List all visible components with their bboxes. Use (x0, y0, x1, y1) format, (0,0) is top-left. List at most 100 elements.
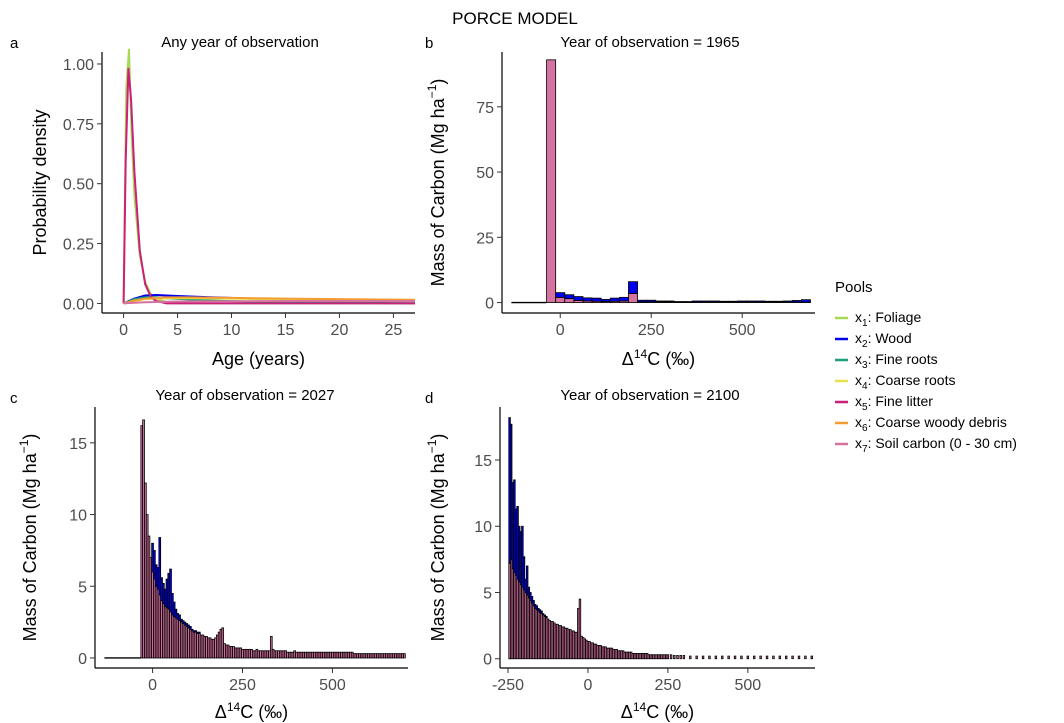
y-tick-label: 15 (474, 453, 492, 470)
bar (532, 600, 535, 607)
x-tick-label: 5 (173, 322, 182, 339)
legend-label: x7: Soil carbon (0 - 30 cm) (855, 435, 1017, 455)
bar (764, 300, 775, 303)
y-tick-label: 10 (69, 508, 87, 525)
panel-letter: a (10, 35, 19, 52)
x-axis-label: Age (years) (212, 349, 305, 369)
y-tick-label: 15 (69, 436, 87, 453)
x-tick-label: 0 (119, 322, 128, 339)
bar (637, 299, 648, 303)
legend-item: x5: Fine litter (835, 393, 933, 413)
panel-title: Year of observation = 1965 (560, 34, 739, 51)
bar (753, 655, 756, 660)
x-tick-label: 250 (638, 322, 665, 339)
bar (669, 654, 673, 660)
bar (269, 636, 273, 659)
bar (564, 298, 575, 303)
legend-label: x3: Fine roots (855, 351, 938, 371)
bar (778, 655, 782, 660)
y-tick-label: 1.00 (63, 57, 94, 74)
bar (600, 299, 611, 302)
legend-item: x7: Soil carbon (0 - 30 cm) (835, 435, 1017, 455)
y-axis-label: Probability density (30, 109, 50, 255)
x-tick-label: 0 (556, 322, 565, 339)
bar (555, 292, 566, 298)
series-line (123, 296, 416, 305)
plot-area (511, 59, 811, 304)
bar (676, 655, 679, 660)
bar (194, 630, 198, 633)
bar (785, 655, 788, 660)
bar (791, 655, 794, 660)
bar (628, 281, 638, 294)
bar (655, 300, 666, 303)
plot-area (104, 419, 406, 659)
x-tick-label: 20 (331, 322, 349, 339)
x-tick-label: 15 (277, 322, 295, 339)
bar (540, 610, 543, 615)
bar (646, 299, 657, 303)
legend-item: x6: Coarse woody debris (835, 414, 1007, 434)
bar (695, 655, 698, 660)
y-axis-label: Mass of Carbon (Mg ha−1) (17, 434, 40, 642)
figure-title: PORCE MODEL (452, 9, 578, 28)
bar (169, 568, 172, 613)
plot-area (508, 417, 814, 660)
bar (682, 301, 693, 303)
x-tick-label: 500 (734, 677, 761, 694)
x-axis-label: Δ14C (‰) (215, 700, 288, 722)
legend-item: x1: Foliage (835, 309, 921, 329)
y-tick-label: 0.75 (63, 117, 94, 134)
bar (664, 300, 675, 303)
panel-letter: d (425, 390, 433, 407)
bar (740, 655, 743, 660)
legend-label: x2: Wood (855, 330, 912, 350)
x-axis-label: Δ14C (‰) (621, 700, 694, 722)
bar (530, 596, 534, 604)
y-tick-label: 50 (476, 165, 494, 182)
bar (800, 299, 811, 303)
y-tick-label: 5 (78, 579, 87, 596)
bar (701, 655, 705, 660)
bar (737, 300, 748, 303)
bar (546, 59, 557, 303)
bar (158, 537, 162, 596)
legend-label: x6: Coarse woody debris (855, 414, 1007, 434)
bar (700, 300, 711, 303)
bar (591, 297, 602, 302)
bar (773, 300, 784, 303)
bar (679, 655, 682, 660)
bar (525, 565, 529, 596)
panel-d: d Year of observation = 2100-250 0 250 50005… (425, 387, 815, 722)
panel-a: a Any year of observation 0 5 10 15 20 25 0.00 0.… (10, 34, 416, 369)
legend-title: Pools (835, 279, 873, 296)
x-axis-label: Δ14C (‰) (622, 347, 695, 369)
bar (545, 615, 548, 619)
bar (728, 300, 739, 303)
plot-area (122, 48, 416, 305)
bar (522, 556, 526, 591)
y-tick-label: 75 (476, 100, 494, 117)
x-tick-label: -250 (492, 677, 524, 694)
series-line (123, 300, 415, 305)
bar (190, 628, 194, 632)
bar (189, 626, 192, 630)
y-axis-label: Mass of Carbon (Mg ha−1) (425, 434, 448, 642)
bar (733, 655, 737, 660)
panel-title: Any year of observation (161, 34, 319, 51)
y-tick-label: 0.00 (63, 296, 94, 313)
y-tick-label: 0.50 (63, 177, 94, 194)
bar (573, 296, 584, 301)
bar (810, 655, 814, 660)
x-tick-label: 250 (655, 677, 682, 694)
x-tick-label: 500 (319, 677, 346, 694)
legend-label: x5: Fine litter (855, 393, 933, 413)
bar (727, 655, 730, 660)
bar (535, 605, 538, 611)
bar (403, 653, 406, 659)
panel-letter: c (10, 390, 18, 407)
y-tick-label: 0 (485, 296, 494, 313)
x-tick-label: 500 (729, 322, 756, 339)
y-tick-label: 10 (474, 519, 492, 536)
